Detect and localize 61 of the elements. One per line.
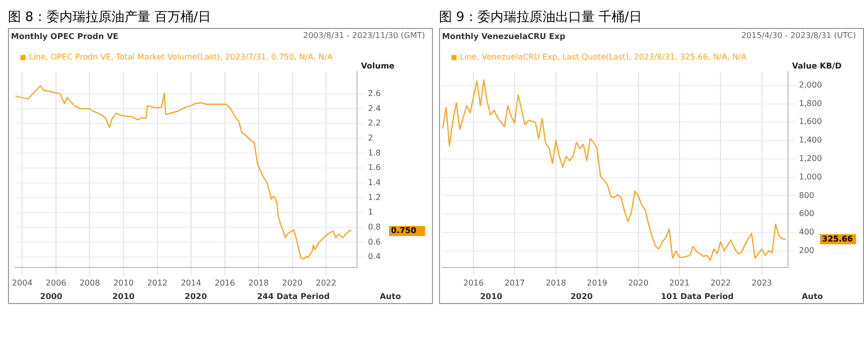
text: 2020 (184, 292, 207, 301)
text: Auto (380, 292, 401, 301)
chart-subtitle: Monthly OPEC Prodn VE (11, 32, 118, 41)
y-tick-label: 2.4 (368, 104, 381, 113)
y-tick-label: 2.2 (368, 118, 381, 128)
x-tick-label: 2016 (214, 278, 235, 288)
y-tick-label: 1,600 (799, 117, 822, 126)
text: 244 Data Period (256, 292, 330, 301)
y-tick-label: 1.8 (368, 148, 381, 158)
x-tick-label: 2008 (80, 278, 100, 288)
chart-title: 图 8：委内瑞拉原油产量 百万桶/日 (8, 9, 212, 27)
text: 2000 (40, 292, 62, 301)
y-tick-label: 2 (368, 133, 374, 142)
y-axis-title: Volume (361, 62, 396, 71)
legend-label: Line, VenezuelaCRU Exp, Last Quote(Last), 2023/8/31, 325.66, N/A, N/A (460, 52, 747, 62)
y-tick-label: 600 (799, 209, 814, 218)
text: Auto (802, 292, 823, 301)
legend-label: Line, OPEC Prodn VE, Total Market Volume(Last), 2023/7/31, 0.750, N/A, N/A (29, 52, 334, 62)
x-tick-label: 2016 (463, 278, 484, 288)
y-tick-label: 0.8 (368, 222, 381, 232)
y-tick-label: 1.6 (368, 163, 381, 172)
y-tick-label: 1,800 (799, 98, 822, 108)
y-axis-title: Value KB/D (792, 62, 842, 71)
y-tick-label: 1.2 (368, 192, 381, 202)
y-tick-label: 200 (799, 246, 814, 255)
x-tick-label: 2006 (46, 278, 66, 288)
y-tick-label: 800 (799, 190, 814, 200)
x-tick-label: 2022 (316, 278, 336, 288)
x-tick-label: 2018 (546, 278, 566, 288)
text: 2003/8/31 - 2023/11/30 (GMT) (303, 31, 425, 40)
y-tick-label: 0.6 (368, 237, 381, 246)
y-tick-label: 2.6 (368, 88, 381, 98)
text: 2010 (112, 292, 135, 301)
x-tick-label: 2022 (710, 278, 731, 288)
x-tick-label: 2021 (669, 278, 690, 288)
y-tick-label: 1.4 (368, 178, 381, 187)
x-tick-label: 2018 (248, 278, 269, 288)
x-tick-label: 2020 (282, 278, 302, 288)
text: 0.750 (391, 226, 417, 236)
text: 2015/4/30 - 2023/8/31 (UTC) (741, 31, 856, 40)
y-tick-label: 400 (799, 228, 814, 237)
y-tick-label: 0.4 (368, 252, 381, 262)
chart-title: 图 9：委内瑞拉原油出口量 千桶/日 (439, 9, 643, 27)
x-tick-label: 2017 (504, 278, 525, 288)
x-tick-label: 2012 (147, 278, 168, 288)
x-tick-label: 2019 (586, 278, 608, 288)
x-tick-label: 2020 (628, 278, 648, 288)
text: 325.66 (822, 234, 854, 244)
y-tick-label: 1,200 (799, 154, 822, 164)
x-tick-label: 2010 (113, 278, 134, 288)
x-tick-label: 2023 (752, 278, 772, 288)
text: 2020 (570, 292, 593, 301)
text: 2010 (480, 292, 502, 301)
y-tick-label: 2,000 (799, 80, 822, 90)
y-tick-label: 1,400 (799, 136, 822, 145)
y-tick-label: 1 (368, 208, 374, 217)
chart-subtitle: Monthly VenezuelaCRU Exp (442, 32, 566, 41)
x-tick-label: 2004 (12, 278, 32, 288)
y-tick-label: 1,000 (799, 172, 822, 182)
x-tick-label: 2014 (180, 278, 202, 288)
text: 101 Data Period (660, 292, 734, 301)
